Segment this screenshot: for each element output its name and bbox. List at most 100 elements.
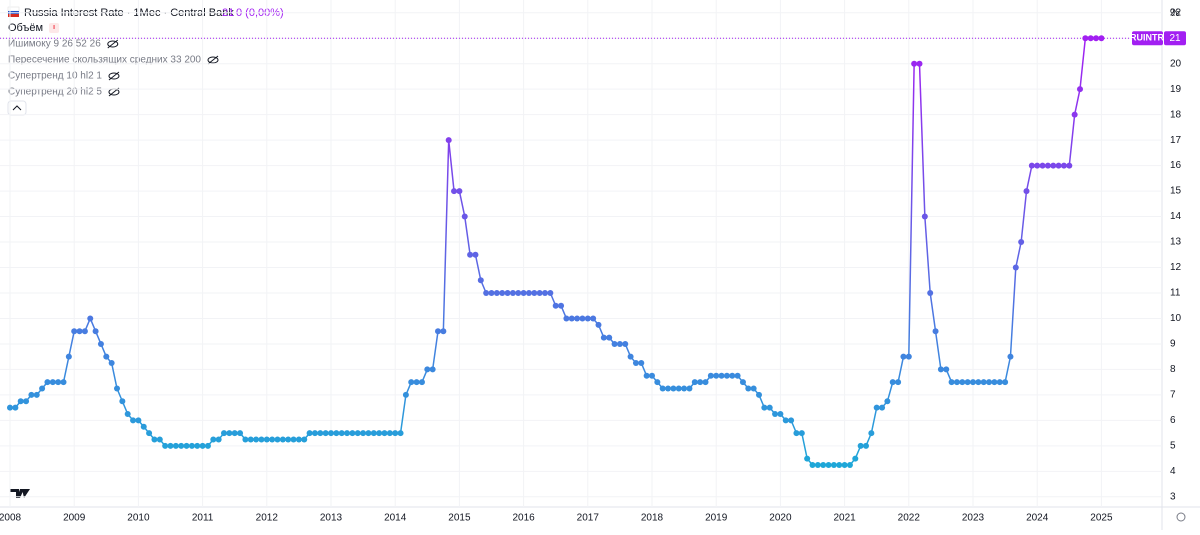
point	[429, 366, 436, 373]
point	[964, 379, 971, 386]
eye-icon[interactable]	[107, 40, 119, 48]
point	[493, 289, 500, 296]
x-tick-label: 2013	[320, 513, 343, 524]
point	[344, 430, 351, 437]
point	[1018, 239, 1025, 246]
point	[777, 411, 784, 418]
point	[622, 340, 629, 347]
point	[1039, 162, 1046, 169]
point	[1098, 35, 1105, 42]
point	[574, 315, 581, 322]
y-tick-label: 10	[1170, 313, 1182, 324]
point	[905, 353, 912, 360]
point	[349, 430, 356, 437]
collapse-button[interactable]	[7, 100, 27, 116]
point	[1028, 162, 1035, 169]
point	[509, 289, 516, 296]
point	[606, 334, 613, 341]
point	[194, 442, 201, 449]
point	[515, 289, 522, 296]
point	[649, 372, 655, 379]
point	[269, 436, 276, 443]
point	[723, 372, 730, 379]
point	[408, 379, 415, 386]
point	[916, 60, 923, 67]
y-tick-label: 5	[1170, 440, 1176, 451]
x-tick-label: 2024	[1026, 513, 1049, 524]
indicator-label: Супертренд 20 hl2 5	[8, 87, 102, 98]
point	[146, 430, 153, 437]
point	[793, 430, 800, 437]
point	[1007, 353, 1014, 360]
y-tick-label: 9	[1170, 339, 1176, 350]
point	[39, 385, 46, 392]
point	[1023, 188, 1030, 195]
point	[558, 302, 565, 309]
point	[1066, 162, 1073, 169]
point	[221, 430, 227, 437]
point	[156, 436, 163, 443]
point	[226, 430, 233, 437]
point	[172, 442, 179, 449]
symbol-tag	[1132, 31, 1163, 46]
point	[681, 385, 688, 392]
point	[734, 372, 741, 379]
point	[456, 188, 463, 195]
y-tick-label: 11	[1170, 288, 1181, 299]
point	[12, 404, 19, 411]
point	[809, 461, 816, 468]
point	[686, 385, 693, 392]
point	[71, 328, 78, 335]
point	[659, 385, 666, 392]
indicator-label: Пересечение скользящих средних 33 200	[8, 55, 201, 66]
y-tick-label: 3	[1170, 491, 1176, 502]
point	[542, 289, 548, 296]
indicator-label: Супертренд 10 hl2 1	[8, 71, 102, 82]
point	[616, 340, 623, 347]
point	[328, 430, 334, 437]
point	[1050, 162, 1057, 169]
x-tick-label: 2021	[833, 513, 856, 524]
point	[697, 379, 704, 386]
y-tick-label: 17	[1170, 135, 1182, 146]
point	[846, 461, 853, 468]
point	[547, 289, 554, 296]
x-tick-label: 2023	[962, 513, 985, 524]
y-tick-label: 18	[1170, 109, 1182, 120]
point	[445, 137, 452, 144]
point	[1077, 86, 1083, 93]
point	[23, 398, 30, 405]
point	[81, 328, 88, 335]
point	[937, 366, 944, 373]
point	[338, 430, 345, 437]
point	[167, 442, 174, 449]
point	[317, 430, 324, 437]
point	[178, 442, 185, 449]
point	[258, 436, 265, 443]
y-tick-label: 22	[1170, 7, 1182, 18]
point	[948, 379, 955, 386]
x-tick-label: 2017	[577, 513, 600, 524]
point	[638, 360, 645, 367]
y-tick-label: 19	[1170, 84, 1182, 95]
eye-icon[interactable]	[207, 56, 219, 64]
x-tick-label: 2014	[384, 513, 407, 524]
point	[879, 404, 886, 411]
y-tick-label: 16	[1170, 160, 1182, 171]
point	[49, 379, 56, 386]
point	[306, 430, 313, 437]
eye-icon[interactable]	[108, 72, 120, 80]
point	[108, 360, 115, 367]
point	[863, 442, 869, 449]
point	[461, 213, 468, 220]
point	[782, 417, 789, 424]
point	[975, 379, 982, 386]
point	[263, 436, 270, 443]
point	[279, 436, 286, 443]
eye-slash	[107, 39, 119, 49]
point	[44, 379, 51, 386]
point	[841, 461, 848, 468]
point	[55, 379, 62, 386]
settings-icon[interactable]	[1176, 512, 1186, 522]
